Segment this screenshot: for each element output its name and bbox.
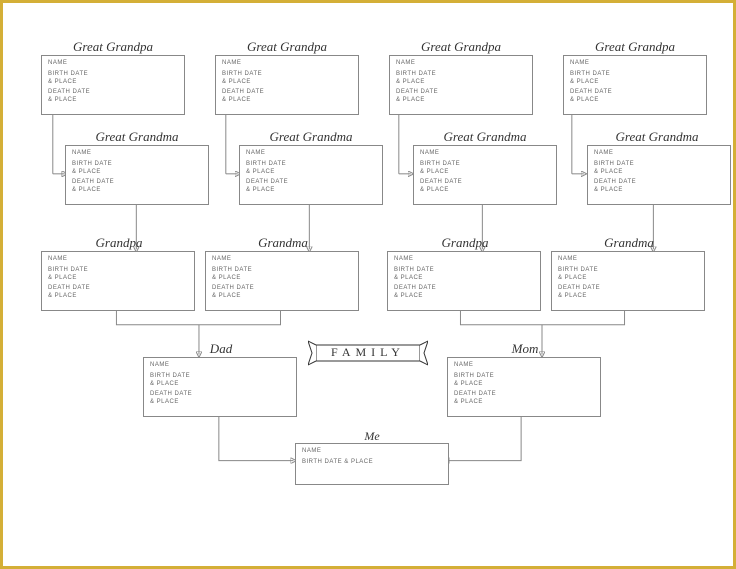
family-banner: FAMILY — [308, 339, 428, 372]
field-birth: BIRTH DATE & PLACE — [48, 71, 178, 87]
field-name: NAME — [150, 362, 290, 370]
box-gm4: NAME BIRTH DATE & PLACE DEATH DATE & PLACE — [587, 145, 731, 205]
box-gg2: NAME BIRTH DATE & PLACE DEATH DATE & PLACE — [215, 55, 359, 115]
field-death: DEATH DATE & PLACE — [558, 285, 698, 301]
field-name: NAME — [396, 60, 526, 68]
field-name: NAME — [48, 256, 188, 264]
field-death: DEATH DATE & PLACE — [420, 179, 550, 195]
field-death: DEATH DATE & PLACE — [570, 89, 700, 105]
title-dad: Dad — [210, 341, 232, 357]
box-gg3: NAME BIRTH DATE & PLACE DEATH DATE & PLACE — [389, 55, 533, 115]
field-death: DEATH DATE & PLACE — [212, 285, 352, 301]
field-birth: BIRTH DATE & PLACE — [302, 459, 442, 467]
title-gg4: Great Grandpa — [595, 39, 675, 55]
box-me: NAME BIRTH DATE & PLACE — [295, 443, 449, 485]
title-gp3: Grandpa — [442, 235, 489, 251]
title-gm1: Great Grandma — [96, 129, 179, 145]
field-name: NAME — [420, 150, 550, 158]
field-birth: BIRTH DATE & PLACE — [396, 71, 526, 87]
title-mom: Mom — [512, 341, 539, 357]
field-birth: BIRTH DATE & PLACE — [222, 71, 352, 87]
field-name: NAME — [72, 150, 202, 158]
box-gm1: NAME BIRTH DATE & PLACE DEATH DATE & PLACE — [65, 145, 209, 205]
title-gm4: Great Grandma — [616, 129, 699, 145]
field-death: DEATH DATE & PLACE — [150, 391, 290, 407]
title-gm3: Great Grandma — [444, 129, 527, 145]
field-death: DEATH DATE & PLACE — [594, 179, 724, 195]
field-birth: BIRTH DATE & PLACE — [454, 373, 594, 389]
field-birth: BIRTH DATE & PLACE — [394, 267, 534, 283]
field-death: DEATH DATE & PLACE — [222, 89, 352, 105]
field-name: NAME — [246, 150, 376, 158]
field-name: NAME — [594, 150, 724, 158]
title-gp1: Grandpa — [96, 235, 143, 251]
title-gg2: Great Grandpa — [247, 39, 327, 55]
field-birth: BIRTH DATE & PLACE — [570, 71, 700, 87]
field-name: NAME — [394, 256, 534, 264]
title-gp4: Grandma — [604, 235, 654, 251]
box-mom: NAME BIRTH DATE & PLACE DEATH DATE & PLACE — [447, 357, 601, 417]
field-birth: BIRTH DATE & PLACE — [72, 161, 202, 177]
field-birth: BIRTH DATE & PLACE — [420, 161, 550, 177]
field-birth: BIRTH DATE & PLACE — [48, 267, 188, 283]
field-death: DEATH DATE & PLACE — [394, 285, 534, 301]
box-gm3: NAME BIRTH DATE & PLACE DEATH DATE & PLACE — [413, 145, 557, 205]
box-gp3: NAME BIRTH DATE & PLACE DEATH DATE & PLACE — [387, 251, 541, 311]
field-death: DEATH DATE & PLACE — [246, 179, 376, 195]
field-death: DEATH DATE & PLACE — [454, 391, 594, 407]
box-gm2: NAME BIRTH DATE & PLACE DEATH DATE & PLACE — [239, 145, 383, 205]
field-birth: BIRTH DATE & PLACE — [558, 267, 698, 283]
title-gg1: Great Grandpa — [73, 39, 153, 55]
title-gp2: Grandma — [258, 235, 308, 251]
field-death: DEATH DATE & PLACE — [48, 89, 178, 105]
box-dad: NAME BIRTH DATE & PLACE DEATH DATE & PLACE — [143, 357, 297, 417]
field-name: NAME — [454, 362, 594, 370]
banner-label: FAMILY — [331, 345, 405, 359]
box-gp1: NAME BIRTH DATE & PLACE DEATH DATE & PLACE — [41, 251, 195, 311]
field-name: NAME — [570, 60, 700, 68]
field-birth: BIRTH DATE & PLACE — [212, 267, 352, 283]
box-gp2: NAME BIRTH DATE & PLACE DEATH DATE & PLACE — [205, 251, 359, 311]
field-name: NAME — [558, 256, 698, 264]
field-death: DEATH DATE & PLACE — [396, 89, 526, 105]
field-birth: BIRTH DATE & PLACE — [594, 161, 724, 177]
title-me: Me — [364, 429, 379, 444]
field-death: DEATH DATE & PLACE — [72, 179, 202, 195]
family-tree-page: FAMILY Great Grandpa NAME BIRTH DATE & PLA… — [17, 17, 719, 552]
field-name: NAME — [222, 60, 352, 68]
field-death: DEATH DATE & PLACE — [48, 285, 188, 301]
box-gg1: NAME BIRTH DATE & PLACE DEATH DATE & PLACE — [41, 55, 185, 115]
box-gp4: NAME BIRTH DATE & PLACE DEATH DATE & PLACE — [551, 251, 705, 311]
box-gg4: NAME BIRTH DATE & PLACE DEATH DATE & PLACE — [563, 55, 707, 115]
title-gg3: Great Grandpa — [421, 39, 501, 55]
field-name: NAME — [48, 60, 178, 68]
field-name: NAME — [212, 256, 352, 264]
field-birth: BIRTH DATE & PLACE — [150, 373, 290, 389]
field-name: NAME — [302, 448, 442, 456]
field-birth: BIRTH DATE & PLACE — [246, 161, 376, 177]
title-gm2: Great Grandma — [270, 129, 353, 145]
